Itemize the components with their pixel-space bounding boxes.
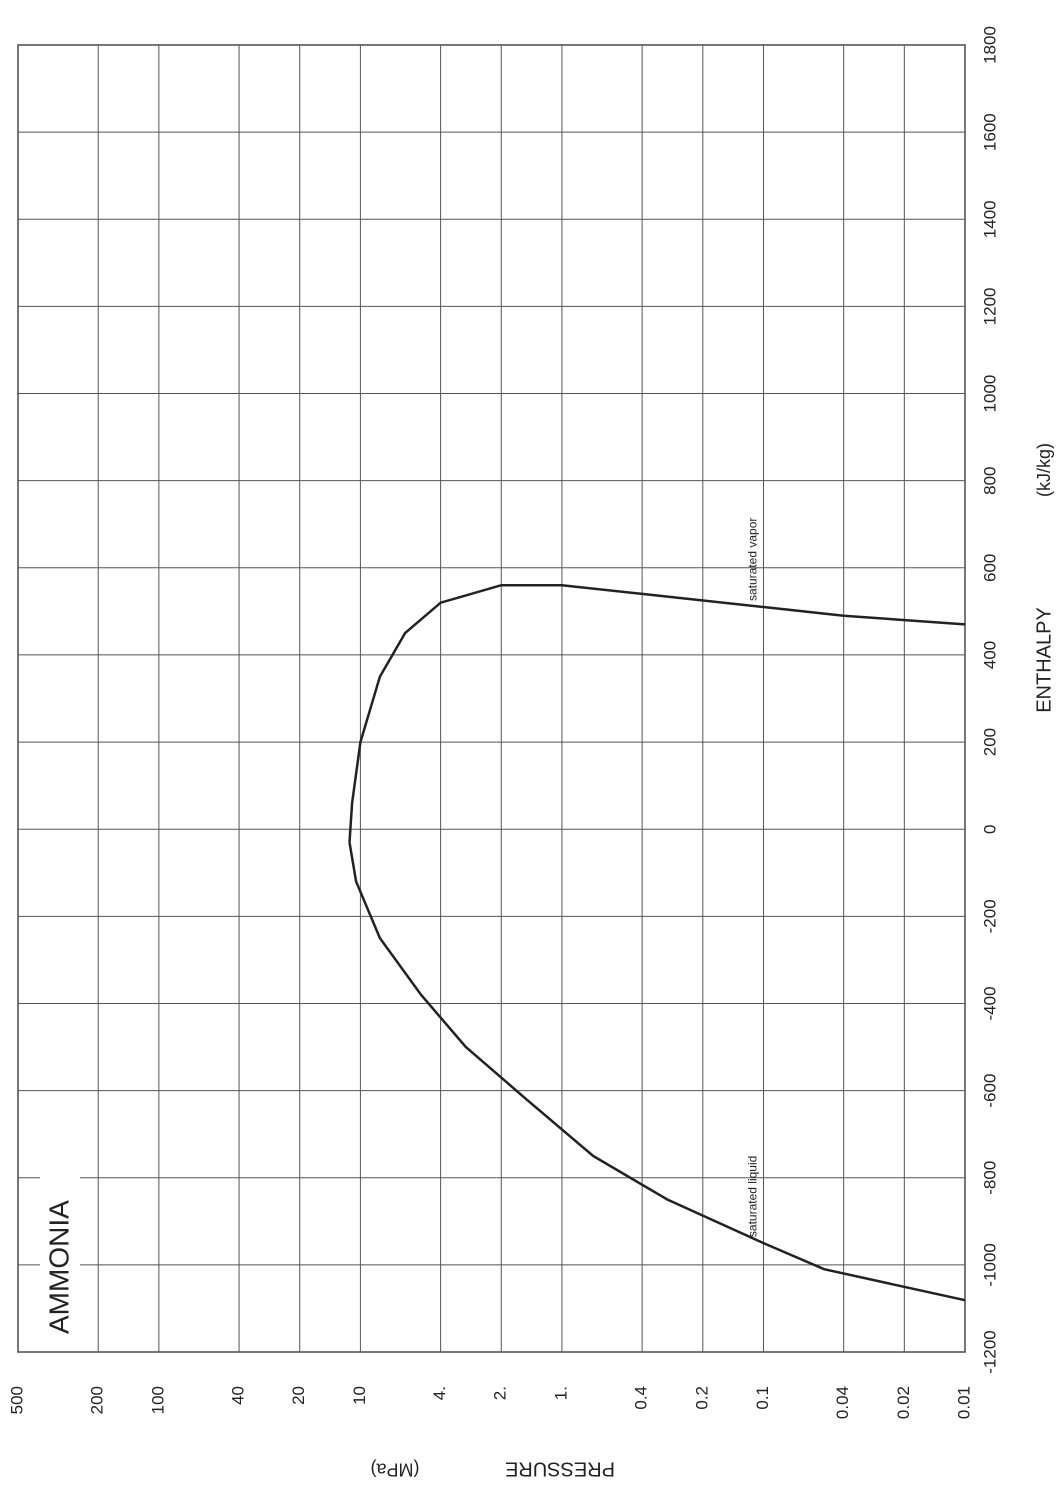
x-tick-label: 0 [980, 824, 999, 833]
y-tick-label: 10 [350, 1386, 369, 1405]
x-tick-label: 600 [980, 554, 999, 582]
y-tick-label: 200 [88, 1386, 107, 1414]
x-tick-label: 1400 [980, 200, 999, 238]
x-axis-unit: (kJ/kg) [1034, 443, 1054, 497]
y-tick-label: 0.04 [833, 1386, 852, 1419]
x-tick-label: 1200 [980, 287, 999, 325]
y-tick-label: 0.01 [954, 1386, 973, 1419]
y-tick-label: 40 [229, 1386, 248, 1405]
x-tick-label: -600 [980, 1074, 999, 1108]
y-tick-label: 4. [430, 1386, 449, 1400]
chart-title: AMMONIA [43, 1200, 74, 1334]
x-axis-title: ENTHALPY [1033, 607, 1055, 713]
y-tick-label: 100 [148, 1386, 167, 1414]
title-box [40, 1172, 80, 1340]
x-tick-label: -400 [980, 986, 999, 1020]
saturation-curve [348, 583, 966, 843]
y-tick-label: 0.4 [632, 1386, 651, 1410]
plot-area: -1200 -1000 -800 -600 -400 -200 0 200 400 600 800 1… [7, 26, 1055, 1419]
curve-label: saturated liquid [746, 1156, 760, 1237]
x-tick-label: -1000 [980, 1243, 999, 1286]
y-tick-label: 500 [7, 1386, 26, 1414]
curve-label: saturated vapor [746, 518, 760, 601]
y-tick-label: 1. [551, 1386, 570, 1400]
x-tick-label: 400 [980, 641, 999, 669]
x-tick-label: 1000 [980, 375, 999, 413]
x-tick-label: 800 [980, 466, 999, 494]
y-tick-label: 0.02 [894, 1386, 913, 1419]
saturation-curve [348, 842, 966, 1302]
x-tick-label: -1200 [980, 1330, 999, 1373]
x-tick-label: -800 [980, 1161, 999, 1195]
y-tick-label: 20 [289, 1386, 308, 1405]
y-axis-unit: (MPa) [371, 1459, 420, 1479]
x-tick-label: 1800 [980, 26, 999, 64]
x-tick-label: 200 [980, 728, 999, 756]
x-tick-label: -200 [980, 899, 999, 933]
y-axis-title: PRESSURE [505, 1458, 615, 1480]
x-tick-label: 1600 [980, 113, 999, 151]
y-tick-label: 0.2 [692, 1386, 711, 1410]
y-tick-label: 2. [491, 1386, 510, 1400]
y-tick-label: 0.1 [753, 1386, 772, 1410]
